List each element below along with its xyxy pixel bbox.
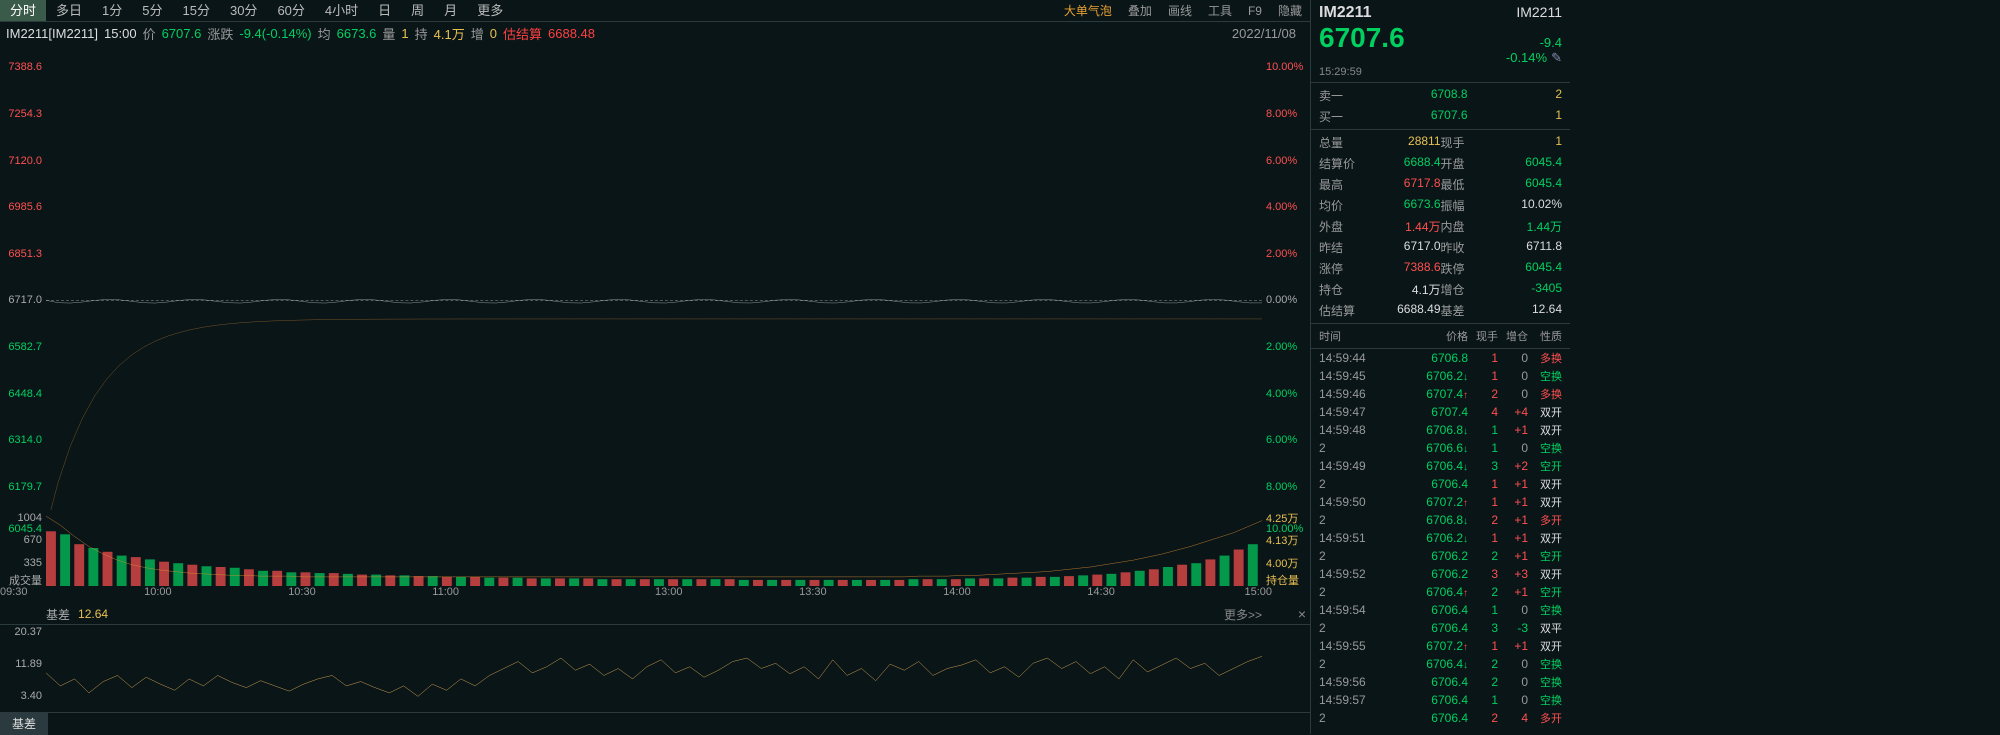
- toolbar-item[interactable]: 叠加: [1120, 0, 1160, 21]
- symbol-label: IM2211[IM2211]: [6, 26, 98, 41]
- timeframe-tab[interactable]: 多日: [46, 0, 92, 21]
- panel-symbol: IM2211: [1319, 4, 1371, 22]
- y-axis-pct-label: 4.00%: [1266, 388, 1297, 400]
- tick-row: 14:59:516706.21+1双开: [1319, 529, 1562, 547]
- tick-row: 14:59:496706.43+2空开: [1319, 457, 1562, 475]
- y-axis-label: 6985.6: [8, 201, 42, 213]
- toolbar-item[interactable]: 工具: [1200, 0, 1240, 21]
- y-axis-label: 6851.3: [8, 248, 42, 260]
- tick-row: 14:59:456706.210空换: [1319, 367, 1562, 385]
- quote-info-bar: IM2211[IM2211] 15:00 价 6707.6 涨跌 -9.4(-0…: [0, 22, 1310, 44]
- y-axis-label: 6582.7: [8, 341, 42, 353]
- timeframe-tab[interactable]: 5分: [132, 0, 172, 21]
- timeframe-tab-bar: 分时多日1分5分15分30分60分4小时日周月更多 大单气泡叠加画线工具F9隐藏: [0, 0, 1310, 22]
- tick-row: 14:59:506707.21+1双开: [1319, 493, 1562, 511]
- y-axis-label: 7120.0: [8, 155, 42, 167]
- volume-chart[interactable]: 1004670335成交量 4.25万4.13万4.00万持仓量: [0, 510, 1310, 586]
- tick-list[interactable]: 14:59:446706.810多换14:59:456706.210空换14:5…: [1311, 349, 1570, 734]
- tick-row: 26706.41+1双开: [1319, 475, 1562, 493]
- time-axis: 09:3010:0010:3011:0013:0013:3014:0014:30…: [0, 586, 1310, 604]
- tick-row: 14:59:476707.44+4双开: [1319, 403, 1562, 421]
- y-axis-label: 6717.0: [8, 294, 42, 306]
- toolbar-item[interactable]: 大单气泡: [1056, 0, 1120, 21]
- y-axis-pct-label: 6.00%: [1266, 155, 1297, 167]
- quote-side-panel: IM2211 IM2211 6707.6 -9.4 -0.14%✎ 15:29:…: [1310, 0, 1570, 734]
- toolbar-item[interactable]: 画线: [1160, 0, 1200, 21]
- y-axis-pct-label: 8.00%: [1266, 108, 1297, 120]
- edit-icon[interactable]: ✎: [1551, 50, 1562, 65]
- timeframe-tab[interactable]: 30分: [220, 0, 267, 21]
- basis-chart[interactable]: 20.3711.893.40: [0, 624, 1310, 712]
- timeframe-tab[interactable]: 15分: [173, 0, 220, 21]
- timeframe-tab[interactable]: 1分: [92, 0, 132, 21]
- basis-value: 12.64: [78, 607, 108, 621]
- tick-row: 26706.424多开: [1319, 709, 1562, 727]
- y-axis-label: 7254.3: [8, 108, 42, 120]
- panel-price: 6707.6: [1319, 22, 1405, 54]
- timeframe-tab[interactable]: 60分: [267, 0, 314, 21]
- tick-row: 14:59:546706.410空换: [1319, 601, 1562, 619]
- tick-row: 26706.420空换: [1319, 655, 1562, 673]
- change-value: -9.4(-0.14%): [239, 26, 311, 41]
- date-label: 2022/11/08: [1232, 26, 1304, 41]
- timeframe-tab[interactable]: 月: [434, 0, 467, 21]
- close-icon[interactable]: ×: [1298, 606, 1306, 622]
- timeframe-tab[interactable]: 更多: [467, 0, 513, 21]
- bid-ask-box: 卖一 6708.8 2 买一 6707.6 1: [1311, 83, 1570, 130]
- tick-row: 26706.610空换: [1319, 439, 1562, 457]
- timeframe-tab[interactable]: 周: [401, 0, 434, 21]
- toolbar-item[interactable]: 隐藏: [1270, 0, 1310, 21]
- tick-row: 14:59:526706.23+3双开: [1319, 565, 1562, 583]
- y-axis-pct-label: 6.00%: [1266, 434, 1297, 446]
- tick-row: 14:59:576706.410空换: [1319, 691, 1562, 709]
- last-price: 6707.6: [162, 26, 202, 41]
- y-axis-label: 6179.7: [8, 481, 42, 493]
- tick-row: 14:59:556707.21+1双开: [1319, 637, 1562, 655]
- y-axis-pct-label: 10.00%: [1266, 61, 1303, 73]
- basis-header: 基差 12.64 更多>> ×: [0, 604, 1310, 624]
- time-label: 15:00: [104, 26, 137, 41]
- timeframe-tab[interactable]: 日: [368, 0, 401, 21]
- tick-row: 14:59:486706.81+1双开: [1319, 421, 1562, 439]
- y-axis-label: 6448.4: [8, 388, 42, 400]
- bottom-tab-bar: 基差: [0, 712, 1310, 734]
- y-axis-label: 7388.6: [8, 61, 42, 73]
- tick-row: 26706.42+1空开: [1319, 583, 1562, 601]
- basis-tab[interactable]: 基差: [0, 713, 48, 735]
- tick-header: 时间价格现手增仓性质: [1311, 324, 1570, 349]
- tick-row: 26706.82+1多开: [1319, 511, 1562, 529]
- toolbar-item[interactable]: F9: [1240, 0, 1270, 21]
- stats-grid: 总量28811现手1结算价6688.4开盘6045.4最高6717.8最低604…: [1311, 130, 1570, 324]
- timeframe-tab[interactable]: 4小时: [315, 0, 368, 21]
- y-axis-pct-label: 2.00%: [1266, 341, 1297, 353]
- timeframe-tab[interactable]: 分时: [0, 0, 46, 21]
- y-axis-label: 6314.0: [8, 434, 42, 446]
- tick-row: 14:59:566706.420空换: [1319, 673, 1562, 691]
- price-chart[interactable]: 7388.6 7254.3 7120.0 6985.6 6851.3 6717.0 6582…: [0, 44, 1310, 510]
- y-axis-pct-label: 2.00%: [1266, 248, 1297, 260]
- tick-row: 26706.43-3双平: [1319, 619, 1562, 637]
- y-axis-pct-label: 8.00%: [1266, 481, 1297, 493]
- y-axis-pct-label: 0.00%: [1266, 294, 1297, 306]
- tick-row: 26706.22+1空开: [1319, 547, 1562, 565]
- y-axis-pct-label: 4.00%: [1266, 201, 1297, 213]
- tick-row: 14:59:466707.420多换: [1319, 385, 1562, 403]
- tick-row: 14:59:446706.810多换: [1319, 349, 1562, 367]
